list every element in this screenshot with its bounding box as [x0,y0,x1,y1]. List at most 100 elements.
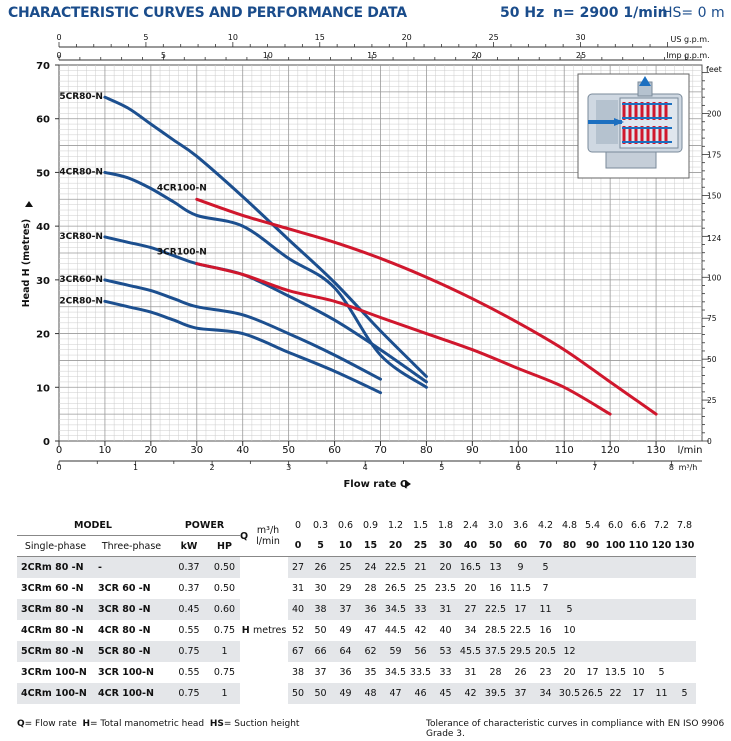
head-value [581,620,604,641]
single-phase-model: 3CRm 60 -N [21,583,84,594]
speed-label: n= 2900 1/min [553,5,668,21]
head-value: 10 [563,625,576,636]
q-label: Q [240,530,249,542]
head-value [627,620,650,641]
feet-axis: 0 25 50 75 100 124 150 175 200 feet [702,65,722,446]
head-value: 33.5 [409,667,432,678]
kw-header: kW [169,535,209,557]
three-phase-model: 4CR 100-N [94,683,169,704]
head-value [650,599,673,620]
head-value: 10 [632,667,645,678]
head-value: 5 [533,556,558,578]
lmin-value: 30 [433,535,458,557]
head-value: 13 [483,556,508,578]
x-tick-label: 10 [99,445,112,456]
head-value: 36 [358,599,383,620]
feet-tick-label: 100 [707,273,722,282]
series-label-2cr80-n: 2CR80-N [59,296,103,306]
series-label-5cr80-n: 5CR80-N [59,92,103,102]
head-value: 25 [333,556,358,578]
head-value: 37.5 [483,641,508,662]
y-tick-label: 30 [36,276,50,287]
feet-tick-label: 124 [707,234,722,243]
m3h-tick-label: 0 [56,463,61,472]
lmin-value: 60 [508,535,533,557]
table-subheader-row: Single-phase Three-phase kW HP 0 5 10 15… [17,535,696,557]
head-value: 33 [408,599,433,620]
head-value: 30.5 [558,683,581,704]
imp-gpm-tick-label: 10 [263,51,273,60]
table-row: 4CRm 80 -N 4CR 80 -N 0.55 0.75 52 50 49 47 44.5 4… [17,620,696,641]
head-value [673,641,696,662]
x-tick-label: 90 [466,445,479,456]
lmin-value: 70 [533,535,558,557]
lmin-value: 40 [458,535,483,557]
lmin-value: 80 [558,535,581,557]
q-units-cell: Q m³/h l/min [240,515,288,557]
head-value [673,662,696,683]
x-tick-label: 100 [509,445,528,456]
feet-axis-label: feet [706,65,722,74]
m3h-value: 1.2 [387,519,404,531]
x-tick-label: 130 [647,445,666,456]
m3h-value: 3.0 [487,519,504,531]
head-value [673,599,696,620]
x-tick-label: 120 [601,445,620,456]
series-line-4cr80-n [103,170,428,389]
pump-curves: 5CR80-N 4CR80-N 3CR80-N 3CR60-N 2CR80-N 4CR10… [59,92,658,416]
footer-h-key: H [82,719,91,729]
x-axis-unit: l/min [677,445,702,456]
lmin-value: 50 [483,535,508,557]
power-kw: 0.75 [169,641,209,662]
head-value: 26.5 [384,583,407,594]
power-kw: 0.37 [178,583,200,594]
power-hp: 0.50 [213,583,236,594]
m3h-value: 4.8 [561,519,578,531]
y-axis: 0 10 20 30 40 50 60 70 Head H (metres) [21,61,59,448]
metres-label: metres [252,625,287,636]
head-value: 28.5 [484,625,507,636]
head-value: 64 [333,641,358,662]
head-value: 29.5 [508,641,533,662]
three-phase-model: - [94,556,169,578]
head-value: 13.5 [604,667,627,678]
m3h-tick-label: 5 [439,463,444,472]
series-label-3cr100-n: 3CR100-N [157,248,207,258]
head-value [673,556,696,578]
power-kw: 0.45 [169,599,209,620]
m3h-tick-label: 1 [133,463,138,472]
footer-h-text: = Total manometric head [90,719,205,729]
head-value: 45 [433,683,458,704]
head-value: 42 [414,625,427,636]
head-value [627,641,650,662]
table-row: 2CRm 80 -N -0.37 0.50 H metres 27 26 25 24 22.5 2… [17,556,696,704]
m3h-value: 7.2 [653,519,670,531]
head-value: 34.5 [384,667,407,678]
power-hp: 0.75 [213,667,236,678]
series-label-3cr60-n: 3CR60-N [59,275,103,285]
head-value: 59 [383,641,408,662]
lmin-value: 20 [383,535,408,557]
us-gpm-tick-label: 30 [575,33,585,42]
x-tick-label: 0 [56,445,62,456]
table-row: 5CRm 80 -N 5CR 80 -N 0.75 1 67 66 64 62 59 56 53 45… [17,641,696,662]
y-axis-label: Head H (metres) [21,219,32,308]
head-value: 22.5 [383,556,408,578]
imp-gpm-axis-label: Imp g.p.m. [666,51,709,60]
pump-cutaway-image [577,73,690,179]
head-value: 49 [339,625,352,636]
x-axis-arrow-icon [405,480,411,488]
x-tick-label: 50 [282,445,295,456]
m3h-value: 0.9 [362,519,379,531]
performance-table: MODEL POWER Q m³/h l/min 0 0.3 0.6 0.9 1… [17,515,696,704]
head-value: 21 [408,556,433,578]
single-phase-model: 3CRm 100-N [21,667,87,678]
head-value: 16 [489,583,502,594]
h-units-cell: H metres [240,556,288,704]
y-tick-label: 50 [36,168,50,179]
head-value: 39.5 [483,683,508,704]
head-value: 28 [489,667,502,678]
head-value: 44.5 [384,625,407,636]
lmin-value: 90 [581,535,604,557]
head-value: 40 [288,599,308,620]
